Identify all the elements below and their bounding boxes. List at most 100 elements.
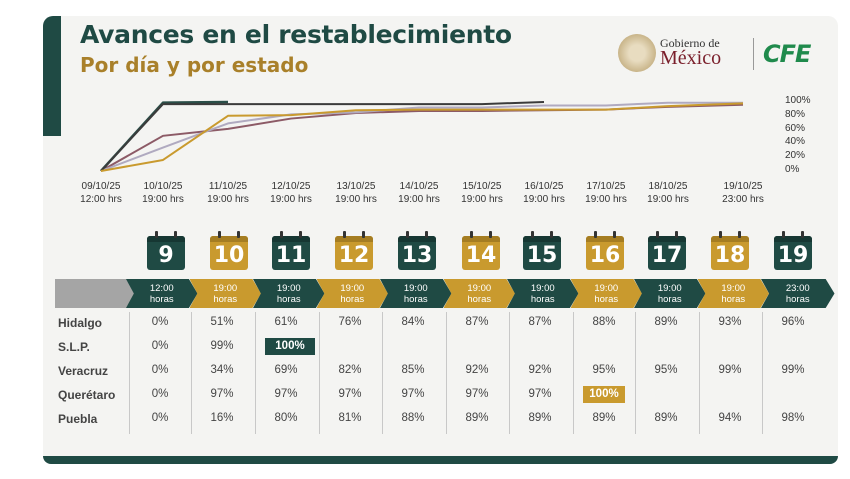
page-subtitle: Por día y por estado bbox=[80, 53, 309, 77]
table-cell: 98% bbox=[781, 412, 805, 424]
highlight-cell: 100% bbox=[583, 386, 625, 403]
table-cell: 99% bbox=[718, 364, 742, 376]
column-divider bbox=[699, 312, 700, 434]
calendar-day-icon: 15 bbox=[523, 231, 561, 270]
timeline-arrow: 19:00 horas bbox=[570, 279, 642, 308]
calendar-day-icon: 13 bbox=[398, 231, 436, 270]
calendar-day-icon: 10 bbox=[210, 231, 248, 270]
timeline-arrow: 23:00 horas bbox=[761, 279, 835, 308]
column-divider bbox=[319, 312, 320, 434]
calendar-day-icon: 19 bbox=[774, 231, 812, 270]
table-cell: 0% bbox=[151, 340, 169, 352]
table-cell: 99% bbox=[210, 340, 234, 352]
table-cell: 93% bbox=[718, 316, 742, 328]
table-cell: 61% bbox=[274, 316, 298, 328]
timeline-arrow: 19:00 horas bbox=[443, 279, 515, 308]
table-cell: 89% bbox=[654, 316, 678, 328]
table-cell: 97% bbox=[210, 388, 234, 400]
table-cell: 80% bbox=[274, 412, 298, 424]
table-cell: 76% bbox=[338, 316, 362, 328]
table-cell: 0% bbox=[151, 388, 169, 400]
column-divider bbox=[446, 312, 447, 434]
calendar-day-icon: 18 bbox=[711, 231, 749, 270]
state-label: S.L.P. bbox=[58, 340, 90, 354]
gobierno-text: Gobierno de bbox=[660, 36, 720, 50]
calendar-day-icon: 14 bbox=[462, 231, 500, 270]
column-divider bbox=[382, 312, 383, 434]
calendar-day-icon: 9 bbox=[147, 231, 185, 270]
column-divider bbox=[762, 312, 763, 434]
y-tick-label: 40% bbox=[785, 136, 806, 148]
table-cell: 88% bbox=[401, 412, 425, 424]
x-tick-label: 10/10/25 19:00 hrs bbox=[142, 181, 184, 205]
x-tick-label: 14/10/25 19:00 hrs bbox=[398, 181, 440, 205]
calendar-day-icon: 17 bbox=[648, 231, 686, 270]
cfe-logo: CFE bbox=[763, 40, 811, 68]
table-cell: 97% bbox=[338, 388, 362, 400]
y-tick-label: 60% bbox=[785, 122, 806, 134]
timeline-arrow: 19:00 horas bbox=[507, 279, 579, 308]
x-tick-label: 18/10/25 19:00 hrs bbox=[647, 181, 689, 205]
table-cell: 85% bbox=[401, 364, 425, 376]
table-cell: 99% bbox=[781, 364, 805, 376]
x-tick-label: 19/10/25 23:00 hrs bbox=[722, 181, 764, 205]
x-tick-label: 16/10/25 19:00 hrs bbox=[523, 181, 565, 205]
timeline-arrow: 19:00 horas bbox=[189, 279, 261, 308]
highlight-cell: 100% bbox=[265, 338, 315, 355]
table-cell: 0% bbox=[151, 316, 169, 328]
timeline-arrow: 19:00 horas bbox=[634, 279, 706, 308]
x-tick-label: 17/10/25 19:00 hrs bbox=[585, 181, 627, 205]
column-divider bbox=[191, 312, 192, 434]
table-cell: 95% bbox=[654, 364, 678, 376]
gobierno-mexico-logo: Gobierno de México bbox=[618, 34, 758, 74]
calendar-day-icon: 16 bbox=[586, 231, 624, 270]
timeline-arrow: 19:00 horas bbox=[316, 279, 388, 308]
logo-separator bbox=[753, 38, 754, 70]
table-cell: 89% bbox=[592, 412, 616, 424]
series-line-hidalgo bbox=[100, 103, 744, 172]
table-cell: 87% bbox=[528, 316, 552, 328]
y-tick-label: 100% bbox=[785, 95, 811, 106]
mexico-text: México bbox=[660, 47, 722, 69]
table-cell: 69% bbox=[274, 364, 298, 376]
table-cell: 97% bbox=[401, 388, 425, 400]
timeline-arrow: 12:00 horas bbox=[126, 279, 198, 308]
bottom-accent-bar bbox=[43, 456, 838, 464]
table-cell: 88% bbox=[592, 316, 616, 328]
column-divider bbox=[635, 312, 636, 434]
table-cell: 0% bbox=[151, 364, 169, 376]
timeline-lead-arrow bbox=[55, 279, 141, 308]
table-cell: 89% bbox=[528, 412, 552, 424]
table-cell: 96% bbox=[781, 316, 805, 328]
column-divider bbox=[129, 312, 130, 434]
table-cell: 92% bbox=[465, 364, 489, 376]
column-divider bbox=[255, 312, 256, 434]
table-cell: 89% bbox=[465, 412, 489, 424]
table-cell: 84% bbox=[401, 316, 425, 328]
column-divider bbox=[573, 312, 574, 434]
table-cell: 89% bbox=[654, 412, 678, 424]
state-label: Hidalgo bbox=[58, 316, 102, 330]
column-divider bbox=[509, 312, 510, 434]
left-accent-bar bbox=[43, 16, 61, 136]
timeline-arrow: 19:00 horas bbox=[253, 279, 325, 308]
table-cell: 81% bbox=[338, 412, 362, 424]
table-cell: 94% bbox=[718, 412, 742, 424]
state-label: Veracruz bbox=[58, 364, 109, 378]
table-cell: 16% bbox=[210, 412, 234, 424]
calendar-day-icon: 12 bbox=[335, 231, 373, 270]
table-cell: 97% bbox=[465, 388, 489, 400]
table-cell: 34% bbox=[210, 364, 234, 376]
table-cell: 82% bbox=[338, 364, 362, 376]
y-tick-label: 0% bbox=[785, 164, 800, 175]
table-cell: 95% bbox=[592, 364, 616, 376]
table-cell: 0% bbox=[151, 412, 169, 424]
series-line-puebla bbox=[100, 102, 744, 172]
page-title: Avances en el restablecimiento bbox=[80, 20, 512, 49]
timeline-arrow: 19:00 horas bbox=[697, 279, 769, 308]
y-tick-label: 20% bbox=[785, 150, 806, 162]
x-tick-label: 15/10/25 19:00 hrs bbox=[461, 181, 503, 205]
state-label: Puebla bbox=[58, 412, 98, 426]
state-label: Querétaro bbox=[58, 388, 116, 402]
x-tick-label: 09/10/25 12:00 hrs bbox=[80, 181, 122, 205]
